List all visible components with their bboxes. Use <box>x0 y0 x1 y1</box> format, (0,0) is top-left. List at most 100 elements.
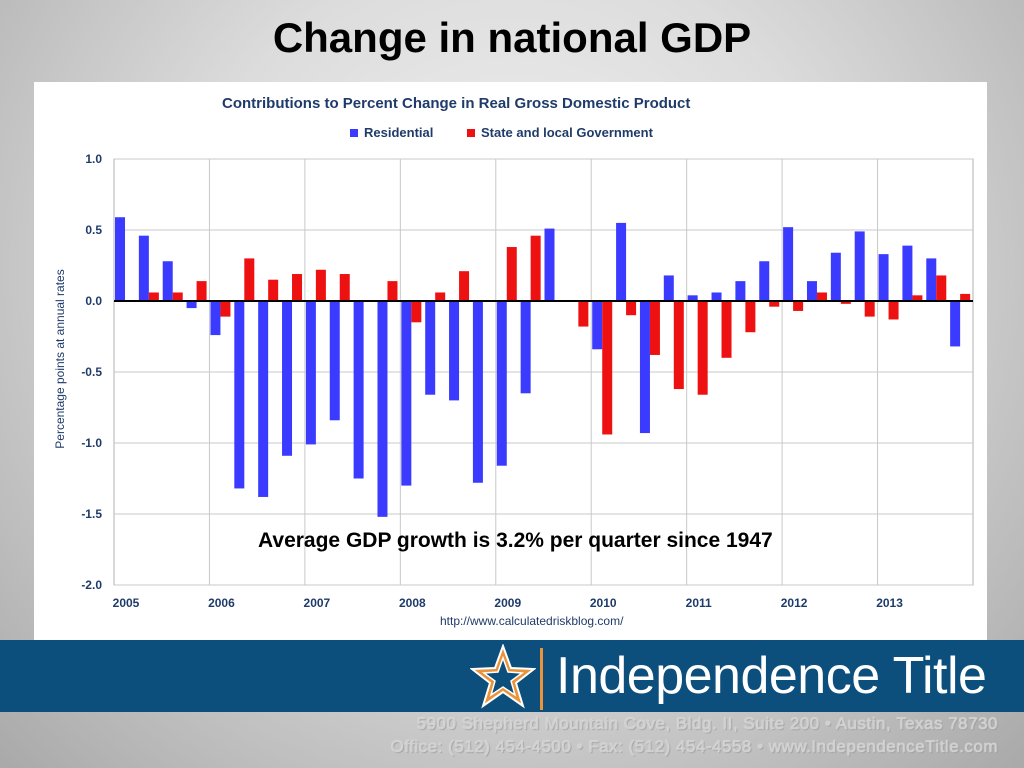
bar-residential <box>806 281 817 301</box>
bar-residential <box>496 301 507 466</box>
bar-state-local <box>936 275 947 301</box>
address-line-1: 5900 Shepherd Mountain Cove, Bldg. II, S… <box>416 714 998 733</box>
x-tick-label: 2010 <box>590 596 617 610</box>
bar-residential <box>616 222 627 301</box>
bar-residential <box>663 275 674 301</box>
gdp-bar-chart: Contributions to Percent Change in Real … <box>53 95 974 628</box>
bar-state-local <box>769 301 780 307</box>
bar-residential <box>115 217 125 301</box>
bar-residential <box>878 254 889 301</box>
y-tick-label: -0.5 <box>81 365 102 379</box>
bar-state-local <box>888 301 899 320</box>
brand-name: Independence Title <box>556 647 987 705</box>
bar-state-local <box>578 301 589 327</box>
bar-state-local <box>315 269 326 301</box>
bar-residential <box>592 301 603 350</box>
bar-state-local <box>960 293 971 301</box>
bar-residential <box>401 301 412 486</box>
grid <box>113 158 974 586</box>
bar-residential <box>902 245 913 301</box>
bar-residential <box>329 301 340 421</box>
source-url: http://www.calculatedriskblog.com/ <box>440 614 624 628</box>
bar-residential <box>258 301 269 497</box>
x-tick-label: 2011 <box>686 596 712 610</box>
bar-state-local <box>649 301 660 355</box>
legend-swatch-residential <box>350 129 358 137</box>
logo-divider <box>540 648 543 710</box>
bar-residential <box>520 301 531 394</box>
bar-state-local <box>721 301 732 358</box>
footer-band: Independence Title <box>0 640 1024 712</box>
bar-residential <box>472 301 483 483</box>
chart-panel: Contributions to Percent Change in Real … <box>34 82 987 640</box>
bar-residential <box>687 295 698 301</box>
x-tick-label: 2013 <box>876 596 903 610</box>
bar-state-local <box>148 292 159 301</box>
y-tick-label: 0.0 <box>85 294 102 308</box>
bar-state-local <box>864 301 875 317</box>
bar-residential <box>639 301 650 434</box>
bar-residential <box>186 301 197 309</box>
bar-residential <box>711 292 722 301</box>
bar-residential <box>830 252 841 301</box>
bar-residential <box>234 301 245 489</box>
bar-residential <box>854 231 865 301</box>
bar-state-local <box>816 292 827 301</box>
address-line-2: Office: (512) 454-4500 • Fax: (512) 454-… <box>390 737 998 756</box>
bar-state-local <box>411 301 422 323</box>
bar-residential <box>544 228 555 301</box>
bar-state-local <box>602 301 613 435</box>
bar-state-local <box>912 295 923 301</box>
bar-residential <box>210 301 221 336</box>
bar-residential <box>305 301 316 445</box>
slide-title: Change in national GDP <box>272 14 752 61</box>
x-tick-label: 2006 <box>208 596 235 610</box>
chart-title: Contributions to Percent Change in Real … <box>222 95 690 112</box>
bar-residential <box>162 261 173 301</box>
y-tick-label: -1.0 <box>81 436 102 450</box>
bar-residential <box>735 281 746 301</box>
bar-state-local <box>793 301 804 311</box>
x-tick-label: 2005 <box>113 596 140 610</box>
legend-label-residential: Residential <box>364 125 433 140</box>
x-tick-label: 2008 <box>399 596 426 610</box>
y-tick-label: 0.5 <box>85 223 102 237</box>
bar-residential <box>377 301 388 517</box>
bar-residential <box>783 227 794 301</box>
bars <box>115 217 971 517</box>
axes: 1.0 0.5 0.0 -0.5 -1.0 -1.5 -2.0 2005 2006 2007 200… <box>81 152 973 610</box>
bar-residential <box>353 301 364 479</box>
bar-state-local <box>387 281 398 301</box>
bar-residential <box>449 301 460 401</box>
bar-residential <box>425 301 436 395</box>
legend-swatch-state-local <box>467 129 475 137</box>
bar-residential <box>926 258 937 301</box>
growth-annotation: Average GDP growth is 3.2% per quarter s… <box>258 529 773 552</box>
bar-state-local <box>220 301 231 317</box>
star-logo-icon <box>470 644 536 709</box>
bar-residential <box>759 261 770 301</box>
bar-state-local <box>244 258 255 301</box>
x-tick-label: 2012 <box>781 596 808 610</box>
legend-label-state-local: State and local Government <box>481 125 654 140</box>
bar-state-local <box>840 301 851 304</box>
x-tick-label: 2007 <box>304 596 331 610</box>
x-tick-label: 2009 <box>494 596 521 610</box>
bar-state-local <box>339 274 350 301</box>
bar-state-local <box>626 301 637 316</box>
bar-state-local <box>196 281 207 301</box>
bar-state-local <box>172 292 183 301</box>
bar-residential <box>950 301 961 347</box>
bar-state-local <box>697 301 708 395</box>
y-axis-label: Percentage points at annual rates <box>53 269 67 448</box>
bar-state-local <box>292 274 303 301</box>
bar-state-local <box>745 301 756 333</box>
y-tick-label: -2.0 <box>81 578 102 592</box>
y-tick-label: 1.0 <box>85 152 102 166</box>
y-tick-label: -1.5 <box>81 507 102 521</box>
bar-state-local <box>268 279 279 301</box>
bar-state-local <box>530 235 541 301</box>
bar-state-local <box>435 292 446 301</box>
bar-state-local <box>459 271 470 301</box>
bar-state-local <box>506 247 517 301</box>
